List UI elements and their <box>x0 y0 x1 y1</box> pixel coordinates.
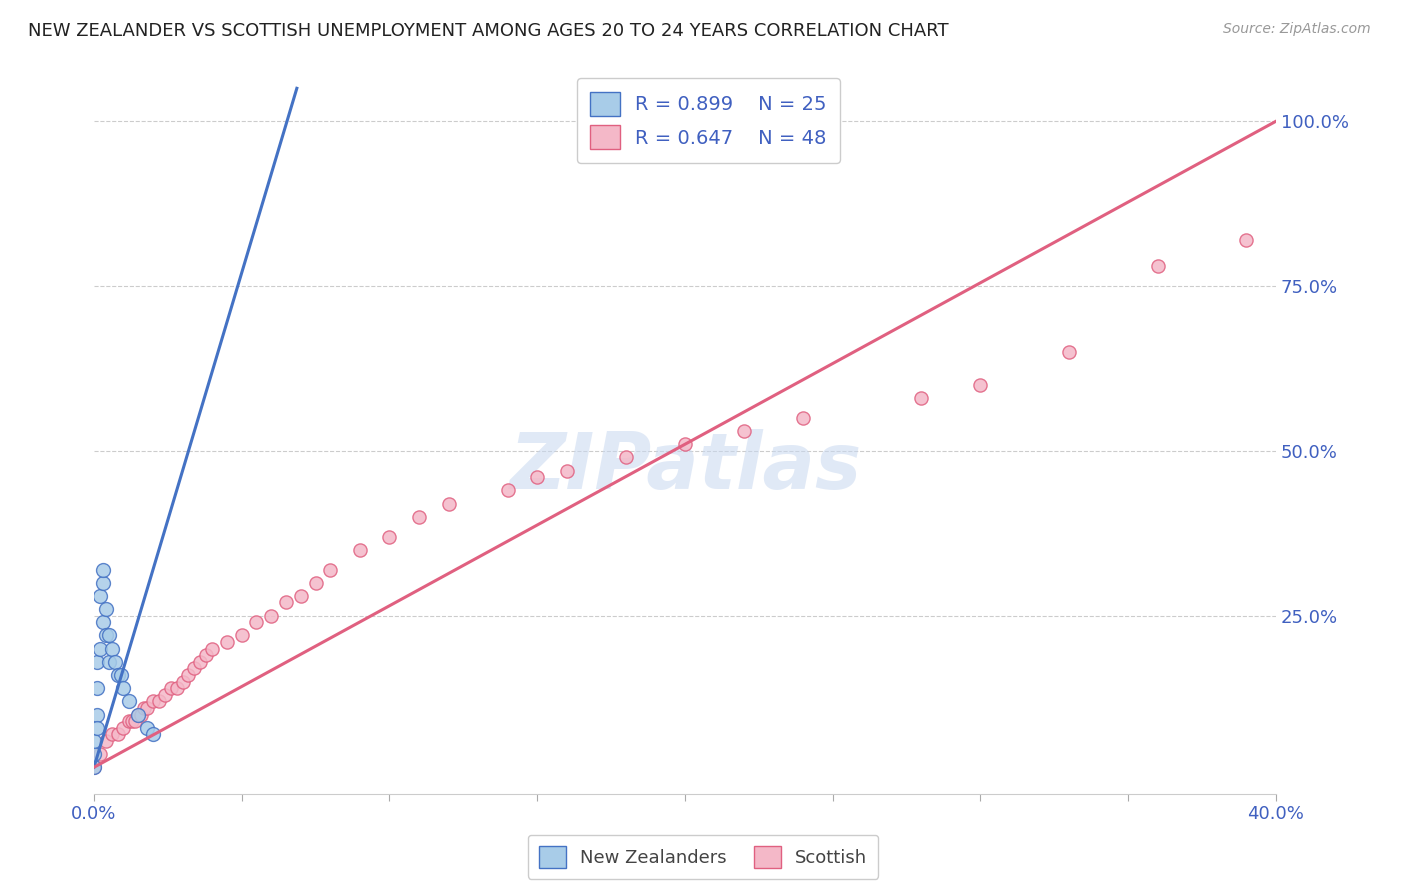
Point <box>1146 260 1168 274</box>
Point <box>104 655 127 669</box>
Text: NEW ZEALANDER VS SCOTTISH UNEMPLOYMENT AMONG AGES 20 TO 24 YEARS CORRELATION CHA: NEW ZEALANDER VS SCOTTISH UNEMPLOYMENT A… <box>28 22 949 40</box>
Point <box>614 450 637 465</box>
Point <box>94 734 117 748</box>
Point <box>94 602 117 616</box>
Point <box>89 747 111 761</box>
Point <box>215 635 238 649</box>
Legend: R = 0.899    N = 25, R = 0.647    N = 48: R = 0.899 N = 25, R = 0.647 N = 48 <box>576 78 841 162</box>
Point <box>118 694 141 708</box>
Text: Source: ZipAtlas.com: Source: ZipAtlas.com <box>1223 22 1371 37</box>
Point <box>183 661 205 675</box>
Point <box>118 714 141 728</box>
Point <box>142 727 165 741</box>
Point <box>100 641 122 656</box>
Point <box>148 694 170 708</box>
Point <box>304 575 326 590</box>
Point <box>91 562 114 576</box>
Point <box>112 681 135 696</box>
Point <box>1057 345 1080 359</box>
Point <box>172 674 194 689</box>
Point <box>121 714 143 728</box>
Point <box>142 694 165 708</box>
Point <box>97 655 120 669</box>
Point <box>526 470 548 484</box>
Point <box>408 509 430 524</box>
Point <box>91 615 114 630</box>
Point <box>733 424 755 438</box>
Point <box>969 378 991 392</box>
Point <box>188 655 211 669</box>
Point <box>245 615 267 630</box>
Point <box>83 760 105 774</box>
Point <box>91 575 114 590</box>
Point <box>349 542 371 557</box>
Point <box>555 464 578 478</box>
Point <box>83 760 105 774</box>
Point <box>110 668 132 682</box>
Point <box>437 497 460 511</box>
Point <box>136 721 159 735</box>
Point <box>378 530 401 544</box>
Point <box>153 688 176 702</box>
Point <box>177 668 200 682</box>
Point <box>201 641 224 656</box>
Point <box>792 411 814 425</box>
Point <box>136 701 159 715</box>
Text: ZIPatlas: ZIPatlas <box>509 429 860 506</box>
Point <box>134 701 156 715</box>
Point <box>86 681 108 696</box>
Point <box>89 641 111 656</box>
Point <box>127 707 149 722</box>
Point <box>86 707 108 722</box>
Point <box>83 747 105 761</box>
Point <box>166 681 188 696</box>
Point <box>290 589 312 603</box>
Point <box>127 707 149 722</box>
Point <box>86 655 108 669</box>
Point <box>107 727 129 741</box>
Point <box>159 681 181 696</box>
Point <box>195 648 218 663</box>
Point <box>94 628 117 642</box>
Point <box>274 595 297 609</box>
Point <box>124 714 146 728</box>
Legend: New Zealanders, Scottish: New Zealanders, Scottish <box>527 835 879 879</box>
Point <box>673 437 696 451</box>
Point <box>89 589 111 603</box>
Point <box>112 721 135 735</box>
Point <box>496 483 519 498</box>
Point <box>86 721 108 735</box>
Point <box>129 707 152 722</box>
Point <box>319 562 342 576</box>
Point <box>260 608 283 623</box>
Point <box>100 727 122 741</box>
Point <box>910 391 932 405</box>
Point <box>97 628 120 642</box>
Point <box>107 668 129 682</box>
Point <box>1234 233 1257 247</box>
Point <box>231 628 253 642</box>
Point <box>83 734 105 748</box>
